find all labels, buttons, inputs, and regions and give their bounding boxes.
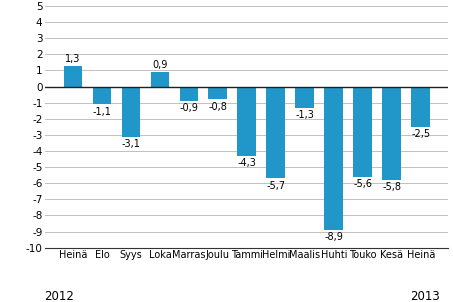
Text: -1,1: -1,1 (92, 107, 111, 117)
Text: -0,9: -0,9 (179, 104, 198, 114)
Text: 2012: 2012 (44, 290, 74, 302)
Text: -5,8: -5,8 (382, 182, 401, 192)
Text: -5,6: -5,6 (353, 179, 372, 189)
Bar (382, 87, 401, 180)
Bar (411, 87, 430, 127)
Bar (353, 87, 372, 177)
Bar (121, 87, 140, 137)
Bar (237, 87, 256, 156)
Text: 1,3: 1,3 (65, 54, 81, 64)
Text: -0,8: -0,8 (208, 102, 227, 112)
Text: 2013: 2013 (410, 290, 439, 302)
Bar (150, 72, 169, 87)
Bar (295, 87, 314, 108)
Text: -4,3: -4,3 (237, 158, 256, 168)
Bar (63, 66, 82, 87)
Bar (179, 87, 198, 101)
Bar (266, 87, 285, 178)
Text: -1,3: -1,3 (295, 110, 314, 120)
Bar (92, 87, 111, 104)
Text: -5,7: -5,7 (266, 181, 285, 191)
Text: -2,5: -2,5 (411, 129, 430, 139)
Bar (208, 87, 227, 99)
Text: 0,9: 0,9 (152, 60, 168, 70)
Text: -8,9: -8,9 (324, 232, 343, 242)
Bar (324, 87, 343, 230)
Text: -3,1: -3,1 (121, 139, 140, 149)
